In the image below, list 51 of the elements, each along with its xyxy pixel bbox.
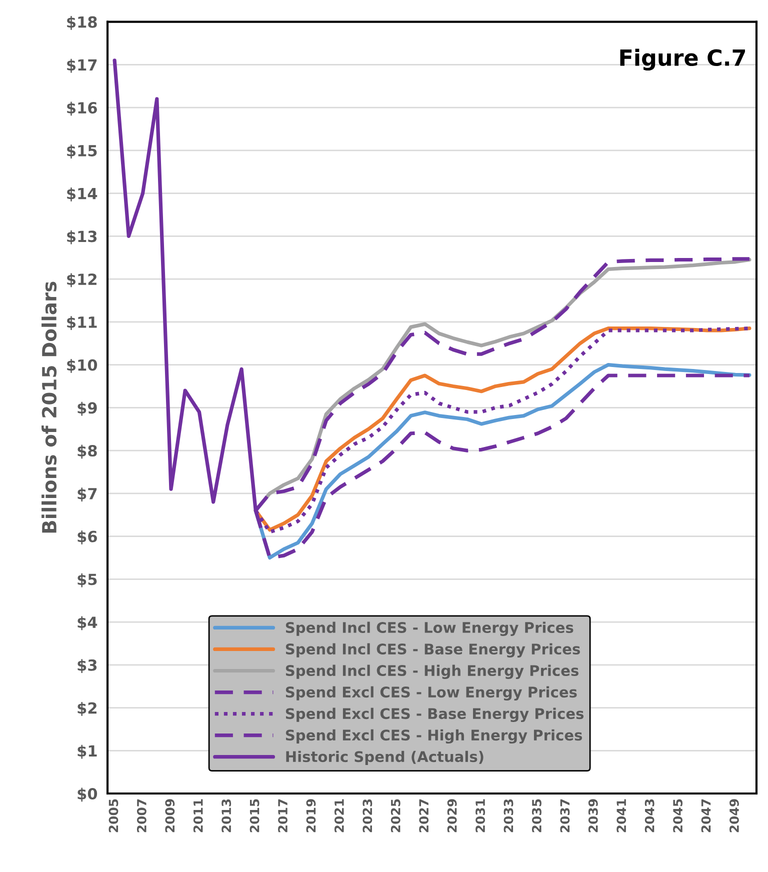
- y-tick-label: $18: [67, 16, 97, 30]
- x-tick-label: 2023: [362, 799, 372, 832]
- y-tick-label: $5: [78, 573, 97, 588]
- legend-label: Spend Incl CES - Low Energy Prices: [286, 622, 574, 636]
- legend-label: Spend Excl CES - Base Energy Prices: [286, 708, 584, 722]
- y-tick-label: $10: [67, 358, 98, 373]
- y-tick-label: $0: [78, 788, 98, 802]
- y-tick-label: $14: [67, 187, 98, 202]
- x-tick-label: 2017: [278, 799, 288, 832]
- x-tick-label: 2049: [729, 799, 739, 832]
- y-tick-label: $6: [78, 530, 97, 544]
- y-tick-label: $7: [78, 488, 97, 502]
- y-tick-label: $3: [78, 659, 97, 673]
- legend-label: Spend Incl CES - High Energy Prices: [286, 664, 578, 679]
- x-tick-label: 2019: [306, 799, 316, 832]
- x-tick-label: 2007: [136, 799, 146, 832]
- x-tick-label: 2015: [250, 799, 260, 832]
- x-tick-label: 2025: [390, 799, 400, 832]
- annotation: Figure C.7: [620, 48, 745, 70]
- x-tick-label: 2027: [419, 799, 429, 832]
- y-tick-label: $12: [67, 273, 96, 288]
- y-tick-label: $15: [67, 144, 97, 158]
- x-tick-label: 2033: [504, 799, 514, 832]
- legend-label: Historic Spend (Actuals): [286, 750, 484, 765]
- x-tick-label: 2035: [532, 799, 542, 832]
- y-tick-label: $1: [78, 744, 97, 759]
- x-tick-label: 2043: [644, 799, 654, 832]
- y-tick-label: $2: [78, 702, 96, 716]
- legend-label: Spend Excl CES - Low Energy Prices: [286, 686, 577, 701]
- y-tick-label: $13: [67, 230, 97, 244]
- y-tick-label: $16: [67, 102, 97, 116]
- x-tick-label: 2009: [165, 799, 175, 832]
- legend-label: Spend Excl CES - High Energy Prices: [286, 729, 582, 744]
- x-tick-label: 2037: [560, 799, 570, 832]
- y-tick-label: $9: [78, 402, 97, 416]
- x-tick-label: 2005: [108, 799, 118, 832]
- x-tick-label: 2013: [222, 799, 232, 832]
- x-tick-label: 2045: [673, 799, 683, 832]
- x-tick-label: 2011: [193, 799, 203, 832]
- x-tick-label: 2039: [588, 799, 598, 832]
- y-tick-label: $11: [67, 316, 97, 330]
- y-axis-title: Billions of 2015 Dollars: [42, 282, 57, 533]
- x-tick-label: 2021: [334, 799, 344, 832]
- legend-label: Spend Incl CES - Base Energy Prices: [286, 643, 580, 658]
- y-tick-label: $8: [78, 444, 97, 459]
- y-tick-label: $4: [78, 616, 98, 630]
- x-tick-label: 2029: [447, 799, 457, 832]
- y-tick-label: $17: [67, 58, 97, 73]
- x-tick-label: 2031: [476, 799, 486, 832]
- x-tick-label: 2041: [616, 799, 626, 832]
- x-tick-label: 2047: [701, 799, 711, 832]
